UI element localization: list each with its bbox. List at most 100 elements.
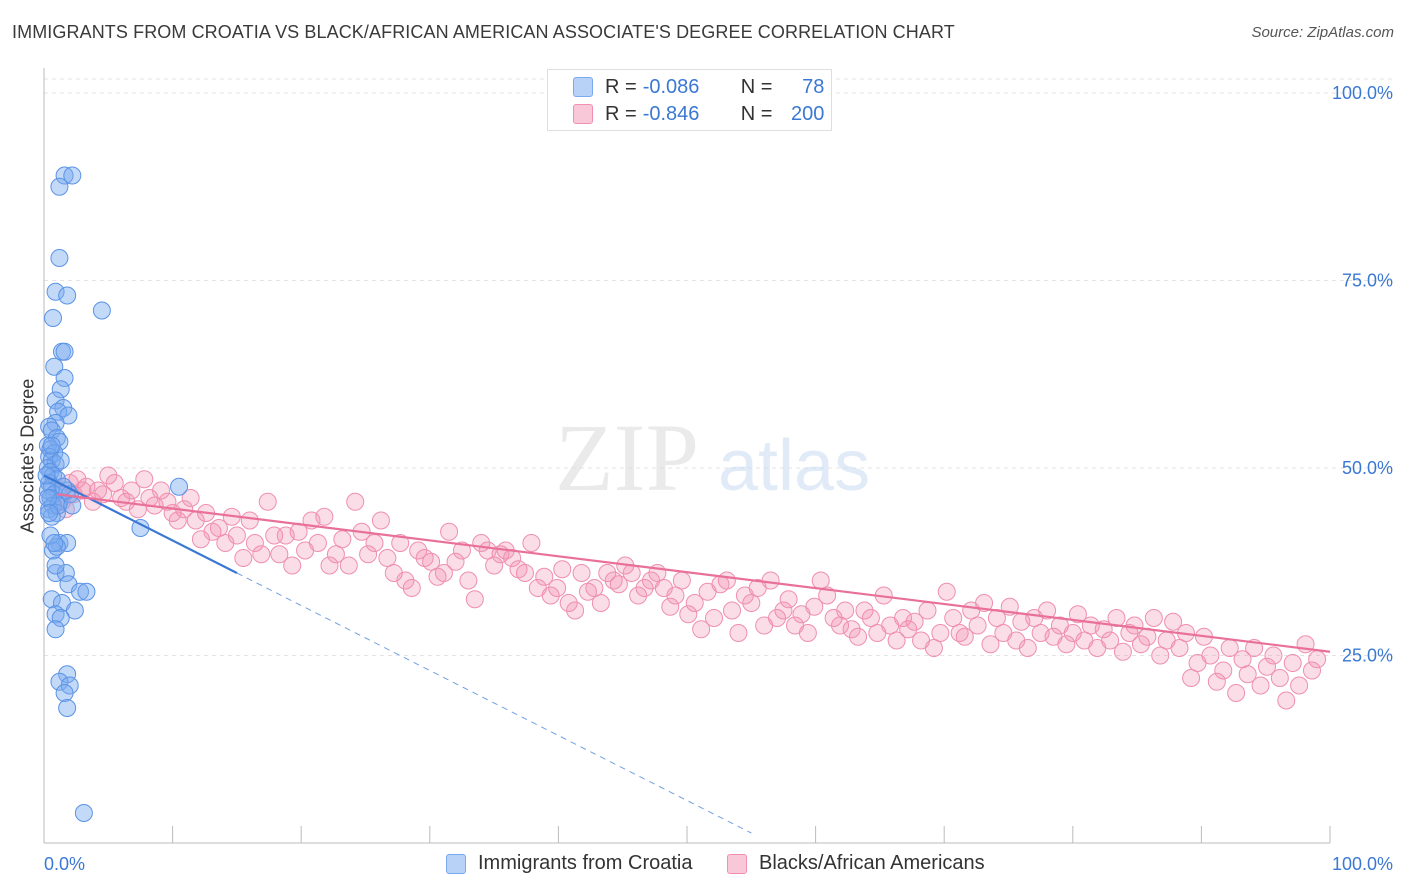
pink-point <box>371 511 390 530</box>
source-label: Source: ZipAtlas.com <box>1251 24 1394 41</box>
pink-point <box>1107 609 1126 627</box>
correlation-legend: R = -0.086 N = 78 R = -0.846 N = 200 <box>547 69 832 131</box>
pink-point <box>541 586 560 605</box>
pink-point <box>1144 609 1163 627</box>
pink-point <box>1182 669 1201 687</box>
x-tick-label-max: 100.0% <box>1332 854 1393 874</box>
pink-point <box>924 639 943 657</box>
pink-point <box>629 586 648 605</box>
pink-point <box>955 627 974 646</box>
pink-point <box>346 492 365 511</box>
pink-point <box>258 492 277 511</box>
blue-point <box>44 309 63 327</box>
pink-point <box>227 526 246 545</box>
legend-item-black[interactable]: Blacks/African Americans <box>727 852 985 875</box>
blue-point <box>50 672 69 691</box>
pink-point <box>446 552 465 571</box>
pink-point <box>944 609 963 627</box>
pink-point <box>378 549 397 567</box>
pink-point <box>1277 691 1296 710</box>
blue-point <box>38 489 57 507</box>
blue-point <box>65 601 84 620</box>
blue-point <box>55 369 74 387</box>
pink-point <box>158 492 177 511</box>
legend-label-black: Blacks/African Americans <box>759 852 985 874</box>
pink-point <box>729 624 748 642</box>
legend-r-label: R = <box>605 102 637 125</box>
pink-point <box>77 477 96 496</box>
blue-point <box>51 609 70 627</box>
pink-point <box>981 635 1000 654</box>
pink-point <box>1113 642 1132 661</box>
pink-point <box>1214 661 1233 680</box>
pink-point <box>811 571 830 590</box>
pink-point <box>1302 661 1321 680</box>
y-tick-label: 50.0% <box>1342 458 1393 478</box>
pink-point <box>1170 639 1189 657</box>
blue-trend-extension <box>236 572 752 834</box>
pink-point <box>1151 646 1170 665</box>
pink-point <box>245 534 264 552</box>
x-tick-labels: 0.0% 100.0% <box>44 854 1393 874</box>
pink-point <box>240 511 259 530</box>
legend-r-value: -0.086 <box>642 75 700 98</box>
pink-point <box>635 579 654 597</box>
pink-point <box>1264 646 1283 665</box>
pink-point <box>818 586 837 605</box>
pink-point <box>1201 646 1220 665</box>
pink-point <box>937 582 956 601</box>
series-legend: Immigrants from Croatia Blacks/African A… <box>0 852 1406 878</box>
pink-point <box>761 571 780 590</box>
pink-point <box>679 605 698 624</box>
blue-point <box>58 286 77 305</box>
legend-n-label: N = <box>740 102 773 125</box>
pink-point <box>598 564 617 582</box>
blue-point <box>40 504 59 522</box>
pink-point <box>805 597 824 616</box>
legend-r-label: R = <box>605 75 637 98</box>
pink-point <box>836 601 855 620</box>
pink-point <box>609 575 628 594</box>
blue-point <box>58 699 77 717</box>
blue-point <box>58 534 77 552</box>
pink-trend-line <box>56 493 1331 653</box>
blue-point <box>49 402 68 421</box>
pink-point <box>661 597 680 616</box>
blue-point <box>55 684 74 702</box>
pink-point <box>692 620 711 639</box>
pink-point <box>887 631 906 650</box>
pink-point <box>585 579 604 597</box>
pink-point <box>99 466 118 485</box>
pink-point <box>591 594 610 612</box>
y-tick-label: 25.0% <box>1342 646 1393 666</box>
blue-point <box>77 582 96 601</box>
watermark-atlas: atlas <box>718 426 870 506</box>
pink-point <box>122 481 141 500</box>
blue-point <box>55 342 74 361</box>
pink-point <box>465 590 484 609</box>
pink-point <box>705 609 724 627</box>
pink-point <box>548 579 567 597</box>
watermark-zip: ZIP <box>555 404 699 511</box>
pink-point <box>559 594 578 612</box>
blue-trend-line <box>43 474 238 574</box>
blue-point <box>51 451 70 470</box>
pink-point <box>105 474 124 492</box>
pink-point <box>339 556 358 575</box>
legend-r-value: -0.846 <box>642 102 700 125</box>
pink-point <box>774 601 793 620</box>
blue-point <box>55 166 74 185</box>
pink-point <box>861 609 880 627</box>
pink-point <box>931 624 950 642</box>
pink-point <box>365 534 384 552</box>
blue-point <box>63 496 82 515</box>
pink-point <box>723 601 742 620</box>
pink-point <box>717 571 736 590</box>
pink-point <box>515 564 534 582</box>
pink-point <box>1038 601 1057 620</box>
pink-point <box>1207 672 1226 691</box>
pink-point <box>1251 676 1270 695</box>
pink-point <box>849 627 868 646</box>
pink-point <box>535 567 554 586</box>
legend-item-croatia[interactable]: Immigrants from Croatia <box>446 852 693 875</box>
